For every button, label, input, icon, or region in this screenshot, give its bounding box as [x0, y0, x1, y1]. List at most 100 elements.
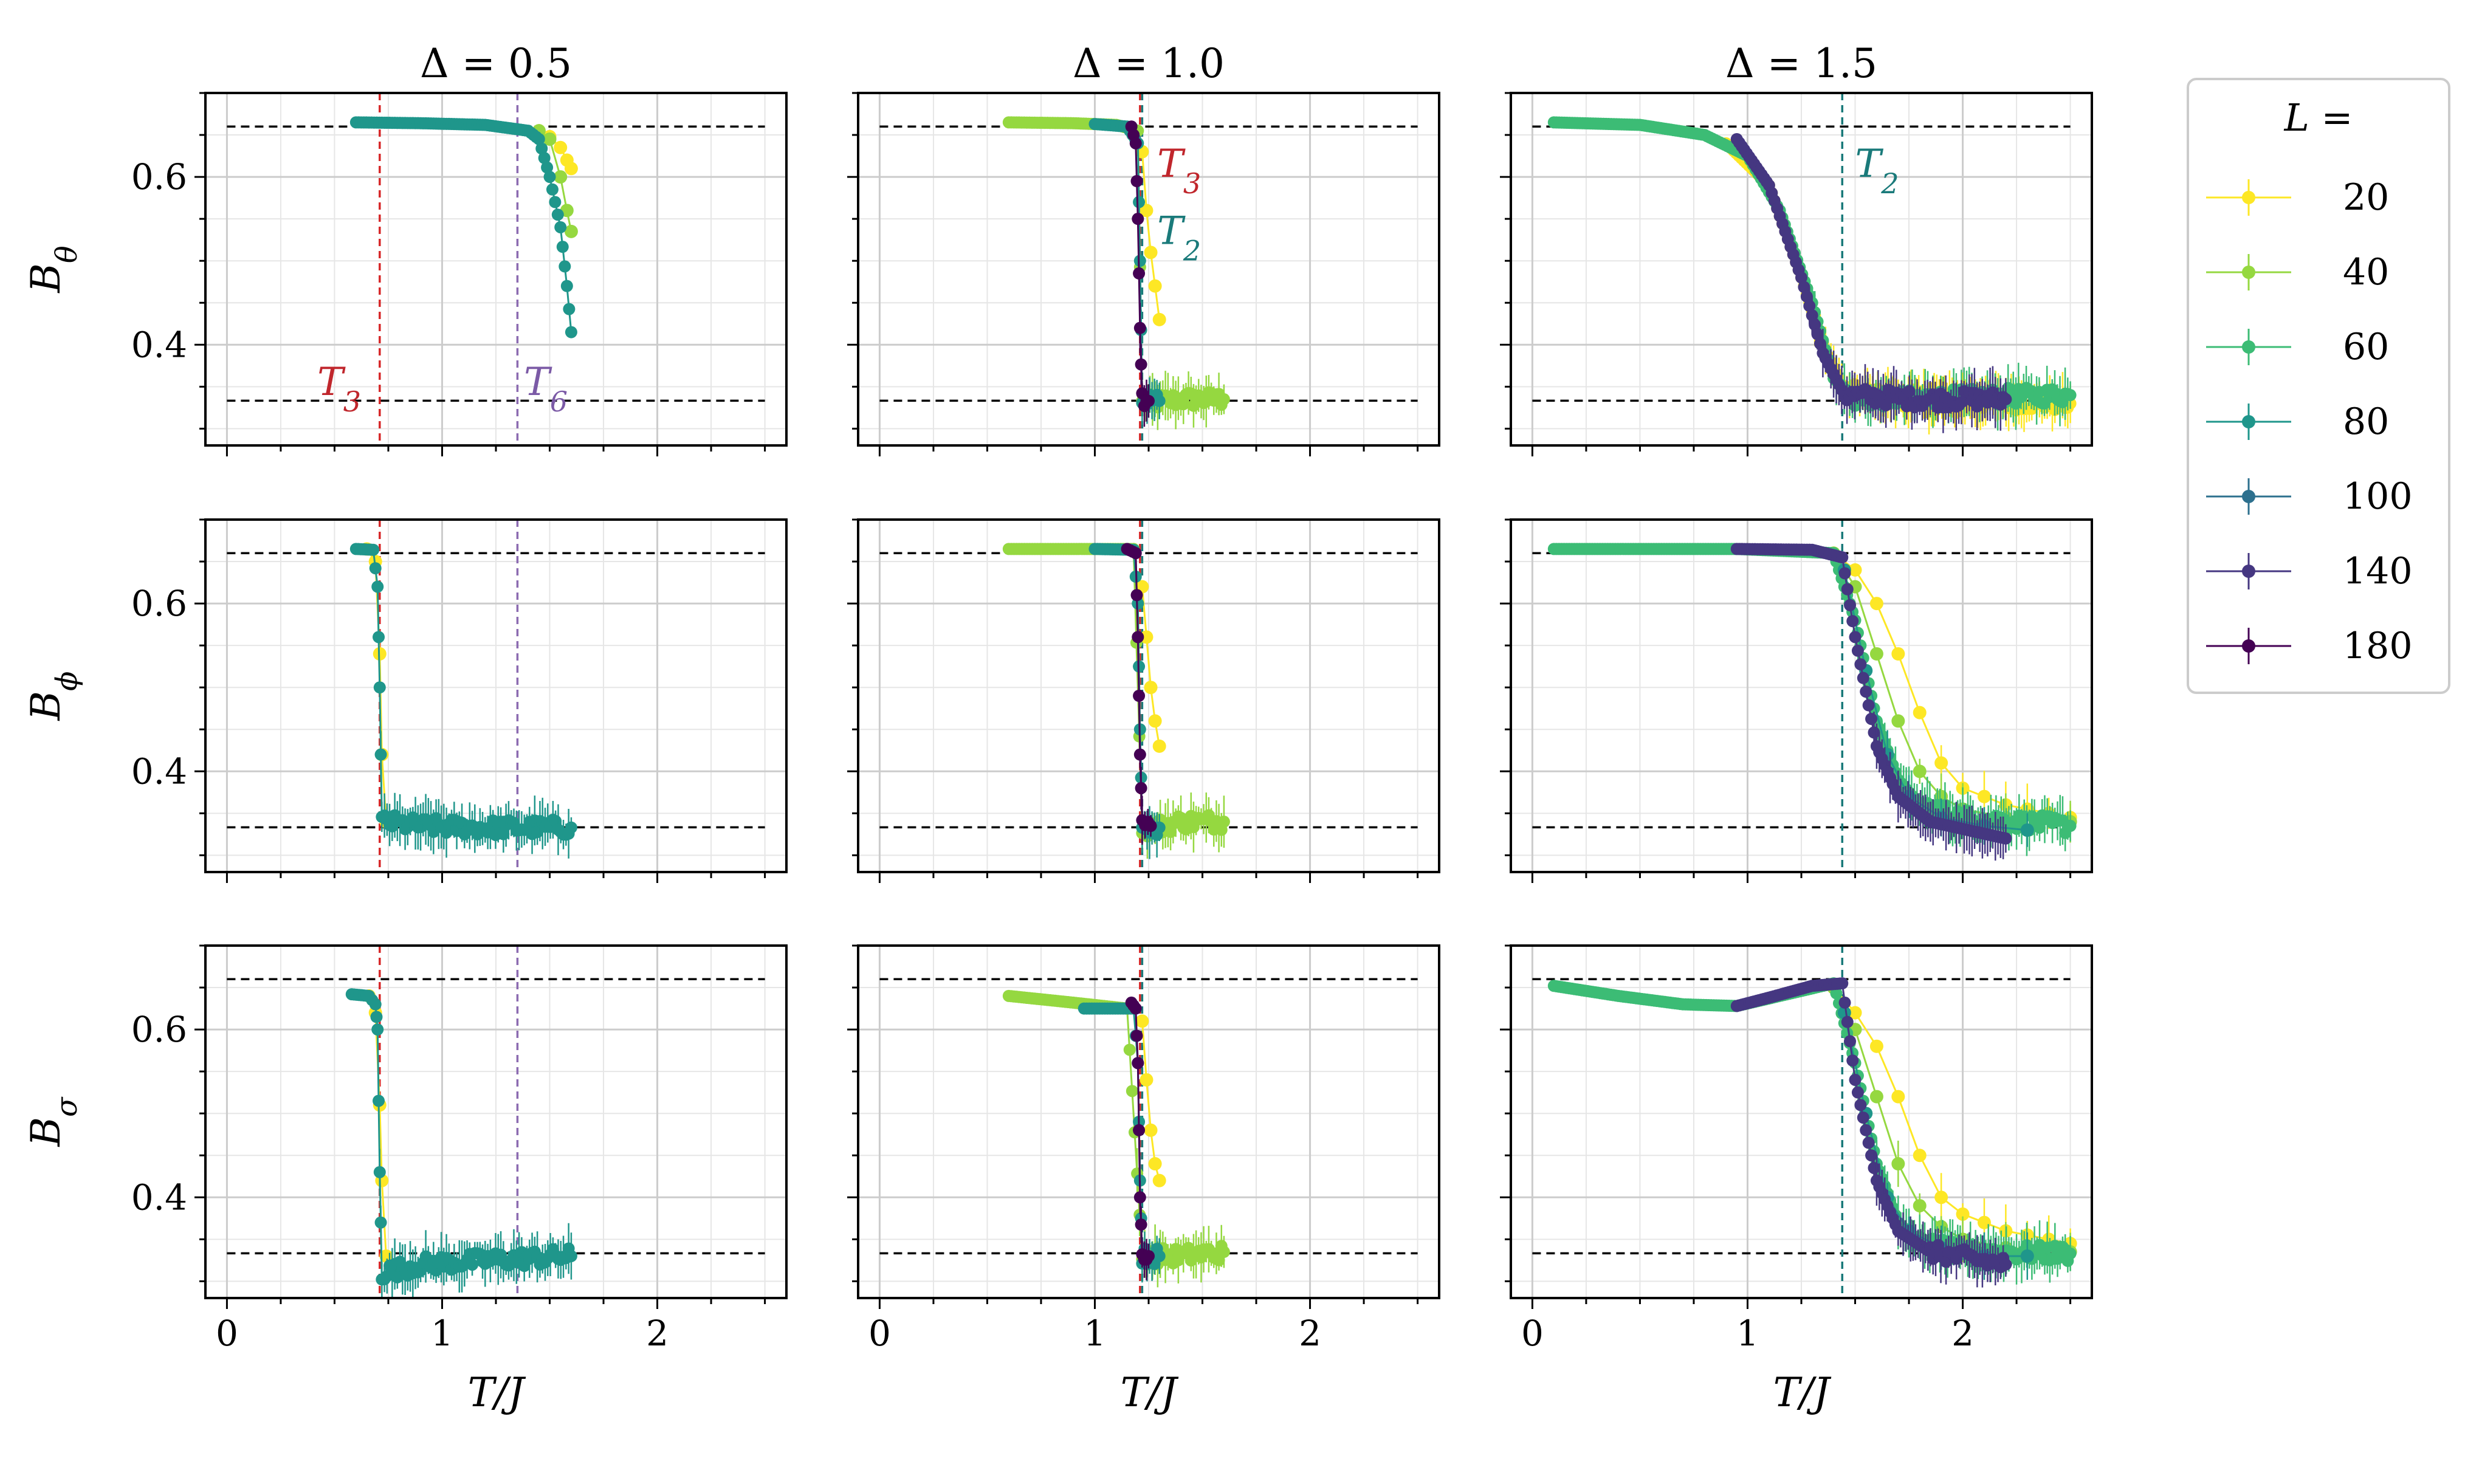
legend-label: 40	[2343, 251, 2389, 294]
data-point-L20	[1913, 706, 1927, 720]
data-point-L180	[1133, 267, 1146, 280]
y-axis-label-1-sub: ϕ	[50, 672, 84, 691]
data-point-L20	[554, 140, 568, 154]
data-point-L140	[1841, 1015, 1854, 1028]
legend-label: 60	[2343, 326, 2389, 368]
data-point-L40	[543, 132, 557, 146]
data-point-L20	[1140, 204, 1153, 218]
data-point-L20	[1144, 1123, 1158, 1137]
data-point-L140	[1857, 672, 1869, 684]
x-tick-label: 1	[1084, 1313, 1106, 1354]
panel-r2-c0: 0.4 0.6 Bσ 0 1 2 T/J	[22, 944, 788, 1416]
data-point-L140	[1838, 996, 1851, 1009]
data-point-L140	[1844, 599, 1857, 611]
annotation-T2: T2	[1855, 142, 1899, 200]
data-point-L140	[1860, 1124, 1872, 1136]
data-point-L140	[1862, 699, 1875, 712]
column-title: Δ = 1.5	[1725, 40, 1877, 87]
data-point-L80	[560, 280, 573, 292]
y-axis-label-0: Bθ	[22, 246, 84, 293]
data-point-L80	[546, 183, 559, 196]
legend-marker	[2242, 191, 2255, 204]
data-point-L80	[369, 998, 382, 1011]
series-line-L60	[1553, 982, 2072, 1265]
data-point-L140	[1854, 658, 1867, 671]
data-point-L80	[466, 1259, 479, 1271]
data-point-L20	[1848, 1006, 1862, 1020]
data-point-L20	[1144, 246, 1158, 259]
series-line-L60	[1553, 548, 2071, 837]
data-point-L20	[1148, 279, 1162, 293]
data-point-L80	[374, 748, 387, 761]
data-point-L140	[1862, 1136, 1875, 1149]
data-point-L140	[1999, 832, 2012, 845]
series-group	[345, 988, 577, 1297]
data-point-L80	[538, 152, 551, 165]
data-point-L140	[1868, 1161, 1880, 1174]
legend: L = 20 40 60 80 100 140 180	[2187, 78, 2450, 694]
data-point-L140	[1851, 1086, 1864, 1099]
data-point-L20	[1956, 1207, 1970, 1221]
data-point-L180	[1144, 820, 1157, 833]
x-axis-label: T/J	[1121, 1369, 1179, 1416]
legend-label: 180	[2343, 625, 2413, 667]
legend-item: 20	[2206, 176, 2389, 219]
annotation-T3-base: T	[317, 360, 346, 405]
data-point-L180	[1129, 1002, 1142, 1015]
x-tick-label: 0	[1521, 1313, 1544, 1354]
data-point-L80	[563, 303, 576, 315]
y-axis-label-1-base: B	[22, 691, 69, 721]
data-point-L180	[1133, 1191, 1146, 1204]
data-point-L180	[1135, 358, 1147, 371]
annotation-T3-base: T	[1157, 142, 1186, 187]
data-point-L80	[374, 1216, 387, 1229]
data-point-L60	[1830, 987, 1843, 1000]
annotation-T6-sub: 6	[550, 385, 568, 418]
y-axis-label-0-base: B	[22, 263, 69, 294]
series-line-L20	[1141, 1021, 1161, 1181]
y-tick-label: 0.4	[131, 1177, 187, 1218]
data-point-L20	[1148, 714, 1162, 728]
legend-item: 100	[2206, 475, 2413, 518]
data-point-L20	[1848, 563, 1862, 577]
data-point-L80	[373, 631, 385, 644]
data-point-L20	[1148, 1157, 1162, 1171]
annotation-T3: T3	[1157, 142, 1201, 200]
data-point-L140	[1838, 567, 1851, 580]
legend-marker	[2242, 415, 2255, 428]
legend-title: L =	[2284, 95, 2353, 140]
series-group	[349, 116, 578, 338]
annotation-T2-base: T	[1157, 209, 1186, 254]
panel-r2-c1: 0 1 2 T/J	[847, 944, 1440, 1416]
annotation-T2: T2	[1157, 209, 1201, 267]
data-point-L180	[1132, 631, 1144, 644]
data-point-L140	[1999, 393, 2012, 406]
panel-r1-c1	[847, 518, 1440, 883]
data-point-L40	[1891, 1157, 1905, 1171]
legend-item: 180	[2206, 625, 2413, 667]
data-point-L80	[1133, 196, 1146, 208]
data-point-L80	[565, 326, 577, 338]
data-point-L140	[1860, 685, 1872, 698]
data-point-L80	[549, 196, 562, 208]
x-tick-label: 2	[1951, 1313, 1974, 1354]
data-point-L80	[373, 1094, 385, 1107]
x-tick-label: 2	[646, 1313, 669, 1354]
data-point-L80	[556, 241, 569, 253]
data-point-L20	[1140, 630, 1153, 644]
column-title: Δ = 1.0	[1073, 40, 1225, 87]
legend-marker	[2242, 639, 2255, 653]
series-group	[349, 542, 577, 859]
data-point-L20	[1869, 1039, 1883, 1053]
annotation-T2-sub: 2	[1880, 167, 1899, 200]
data-point-L140	[1844, 1035, 1857, 1048]
series-group	[1002, 116, 1230, 430]
annotation-T2-sub: 2	[1183, 235, 1201, 267]
data-point-L80	[535, 142, 548, 155]
legend-label: 140	[2343, 550, 2413, 593]
data-point-L140	[1854, 1099, 1867, 1111]
data-point-L140	[1865, 712, 1878, 725]
series-line-L40	[1832, 987, 2071, 1253]
data-point-L60	[2064, 820, 2077, 833]
